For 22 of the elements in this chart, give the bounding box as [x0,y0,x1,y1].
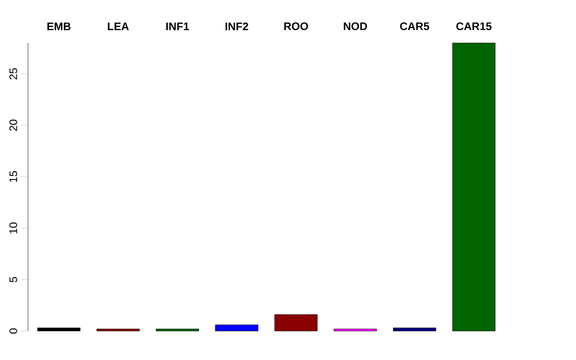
x-tick-label: LEA [108,22,129,30]
x-tick-label: INF1 [166,22,189,30]
bar [215,324,258,332]
y-tick-label: 25 [9,68,18,80]
y-tick-label: 0 [9,328,18,334]
bar [452,42,496,332]
y-tick-label: 20 [9,120,18,131]
x-tick-label: CAR5 [400,22,430,30]
bar [96,328,140,332]
bar [334,328,377,332]
y-tick-label: 5 [10,276,18,282]
y-tick-label: 15 [10,171,18,182]
x-tick-label: ROO [284,22,308,30]
bar [37,328,80,332]
x-tick-label: CAR15 [456,22,492,30]
y-tick-label: 10 [9,222,18,234]
bar [156,328,199,332]
x-tick-label: NOD [344,22,367,30]
x-tick-label: INF2 [226,22,248,30]
x-tick-label: EMB [47,22,71,30]
bar [274,314,318,332]
bar [393,328,436,332]
